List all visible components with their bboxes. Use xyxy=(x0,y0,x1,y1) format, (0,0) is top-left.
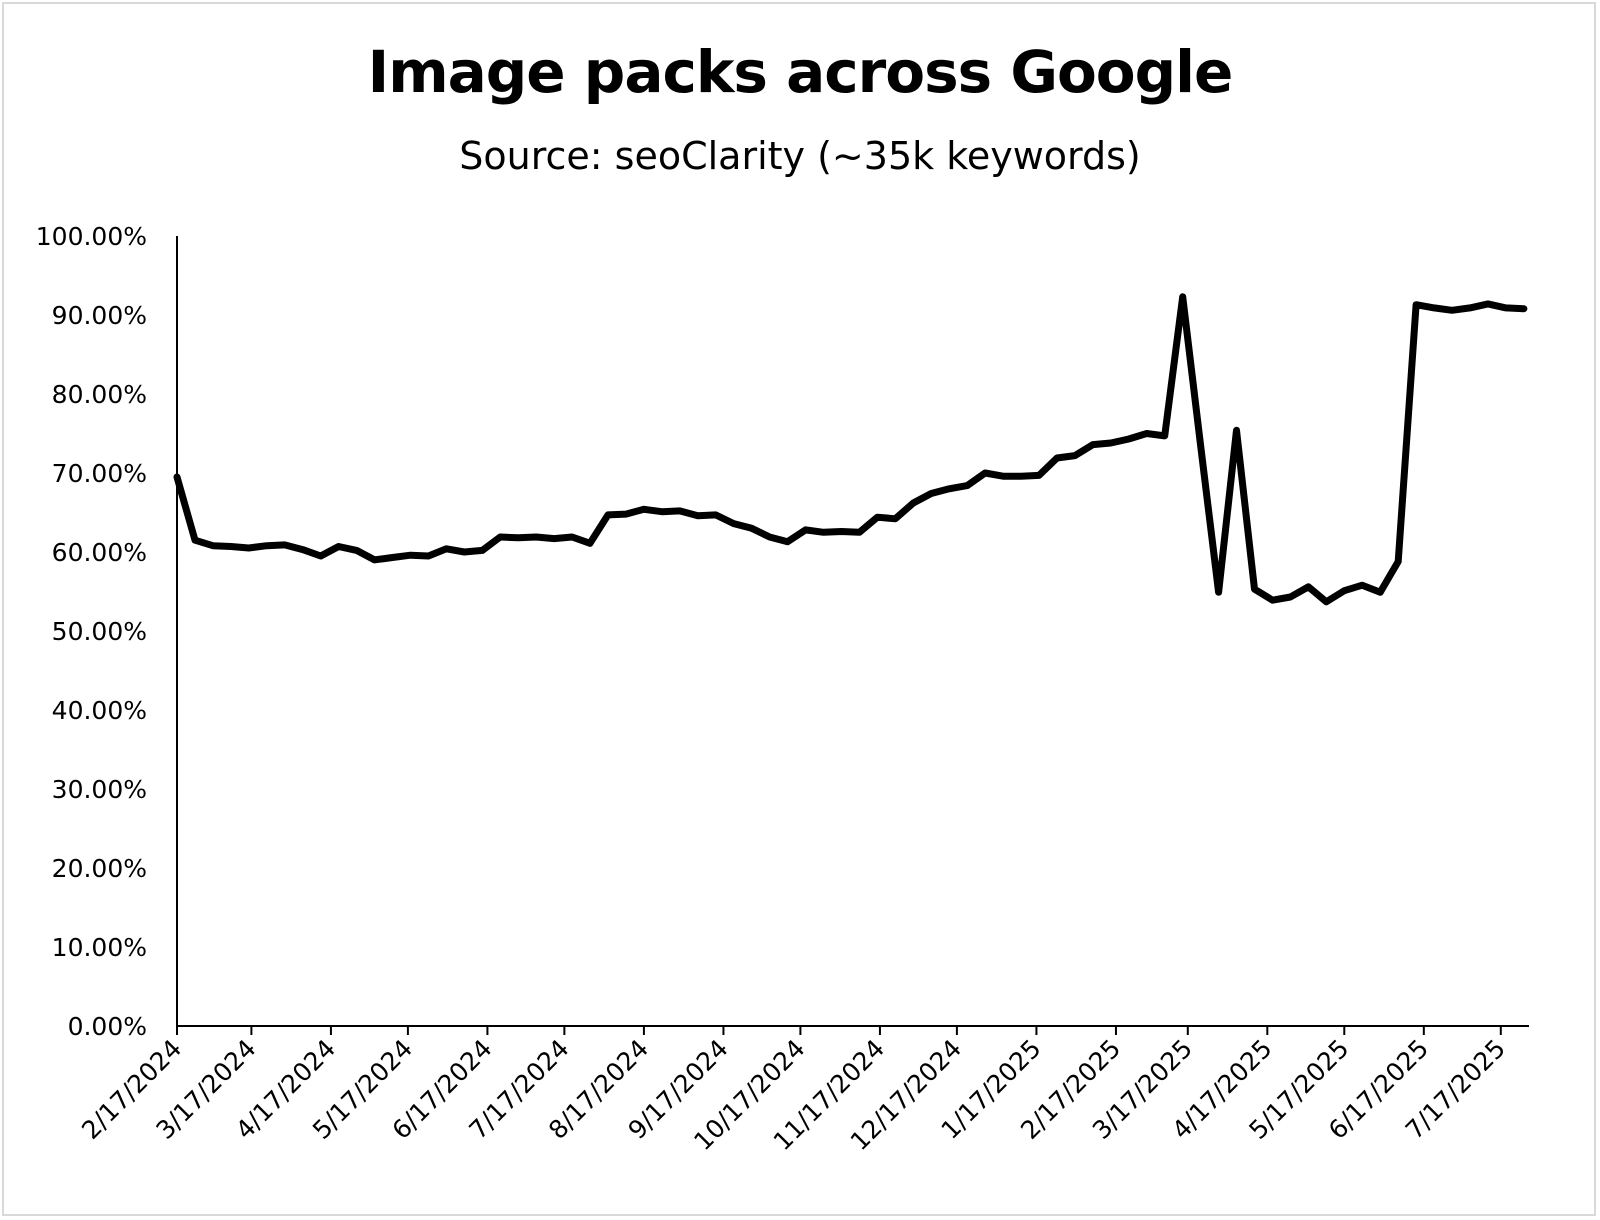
data-point xyxy=(876,516,878,518)
data-point xyxy=(1236,429,1237,431)
data-point xyxy=(320,555,322,557)
data-point xyxy=(697,515,699,517)
data-point xyxy=(1505,307,1507,309)
data-point xyxy=(805,529,806,531)
data-point xyxy=(966,485,968,487)
data-point xyxy=(1379,591,1381,593)
y-tick-label: 50.00% xyxy=(52,617,147,646)
data-point xyxy=(661,511,663,513)
data-point xyxy=(284,544,286,546)
data-point xyxy=(1020,475,1022,477)
data-point xyxy=(1289,596,1291,598)
data-point xyxy=(823,531,824,533)
data-point xyxy=(1272,599,1273,601)
data-point xyxy=(679,510,681,512)
data-point xyxy=(1074,455,1076,457)
data-point xyxy=(1361,584,1363,586)
data-point xyxy=(858,531,860,533)
y-tick-label: 30.00% xyxy=(52,775,147,804)
data-point xyxy=(1397,561,1399,562)
data-point xyxy=(1128,438,1130,440)
y-tick-label: 40.00% xyxy=(52,696,147,725)
data-point xyxy=(715,514,717,516)
data-point xyxy=(1325,601,1327,603)
data-point xyxy=(930,493,932,494)
y-tick-label: 10.00% xyxy=(52,933,147,962)
data-point xyxy=(535,536,537,538)
data-point xyxy=(984,472,986,474)
data-point xyxy=(841,531,842,532)
data-point xyxy=(481,549,483,551)
data-point xyxy=(589,542,591,544)
data-point xyxy=(356,549,358,551)
data-point xyxy=(517,537,519,539)
data-point xyxy=(248,547,250,549)
data-point xyxy=(912,502,914,504)
data-point xyxy=(338,546,340,547)
data-point xyxy=(374,559,375,561)
data-point xyxy=(1523,308,1525,310)
data-point xyxy=(1092,444,1094,446)
y-tick-label: 20.00% xyxy=(52,854,147,883)
data-point xyxy=(1254,588,1255,590)
data-point xyxy=(894,518,896,520)
data-point xyxy=(1164,435,1166,437)
data-point xyxy=(733,523,735,525)
data-point xyxy=(499,536,501,538)
data-point xyxy=(571,536,573,538)
data-point xyxy=(194,539,196,541)
data-point xyxy=(1146,433,1148,434)
data-point xyxy=(1182,296,1184,298)
data-point xyxy=(1451,309,1453,311)
data-point xyxy=(1038,474,1040,476)
series-line xyxy=(173,293,1528,606)
data-point xyxy=(302,549,304,551)
data-point xyxy=(553,538,555,540)
data-point xyxy=(625,513,627,515)
data-point xyxy=(643,508,645,510)
chart-title: Image packs across Google xyxy=(367,38,1234,106)
y-tick-label: 80.00% xyxy=(52,380,147,409)
data-point xyxy=(1002,475,1004,477)
data-point xyxy=(445,548,447,550)
data-point xyxy=(176,476,178,478)
data-point xyxy=(212,545,214,547)
data-point xyxy=(787,541,789,543)
data-point xyxy=(266,545,268,547)
data-point xyxy=(1343,590,1345,592)
data-point xyxy=(1110,442,1112,444)
data-point xyxy=(1307,586,1309,588)
data-point xyxy=(1433,307,1435,309)
data-point xyxy=(1056,457,1058,459)
y-tick-label: 70.00% xyxy=(52,459,147,488)
data-point xyxy=(1469,307,1471,309)
data-point xyxy=(607,514,609,516)
data-point xyxy=(230,546,232,547)
data-point xyxy=(769,536,771,538)
data-point xyxy=(410,554,411,556)
data-point xyxy=(392,557,393,558)
data-point xyxy=(427,555,429,557)
y-tick-label: 90.00% xyxy=(52,301,147,330)
y-tick-label: 60.00% xyxy=(52,538,147,567)
data-point xyxy=(1415,304,1417,306)
data-point xyxy=(1218,591,1220,593)
data-point xyxy=(463,551,465,553)
data-point xyxy=(751,527,753,529)
data-point xyxy=(1487,303,1489,305)
data-point xyxy=(1200,444,1202,446)
data-point xyxy=(948,488,950,490)
y-tick-label: 0.00% xyxy=(68,1012,147,1041)
chart-subtitle: Source: seoClarity (~35k keywords) xyxy=(459,134,1141,178)
y-tick-label: 100.00% xyxy=(36,222,147,251)
